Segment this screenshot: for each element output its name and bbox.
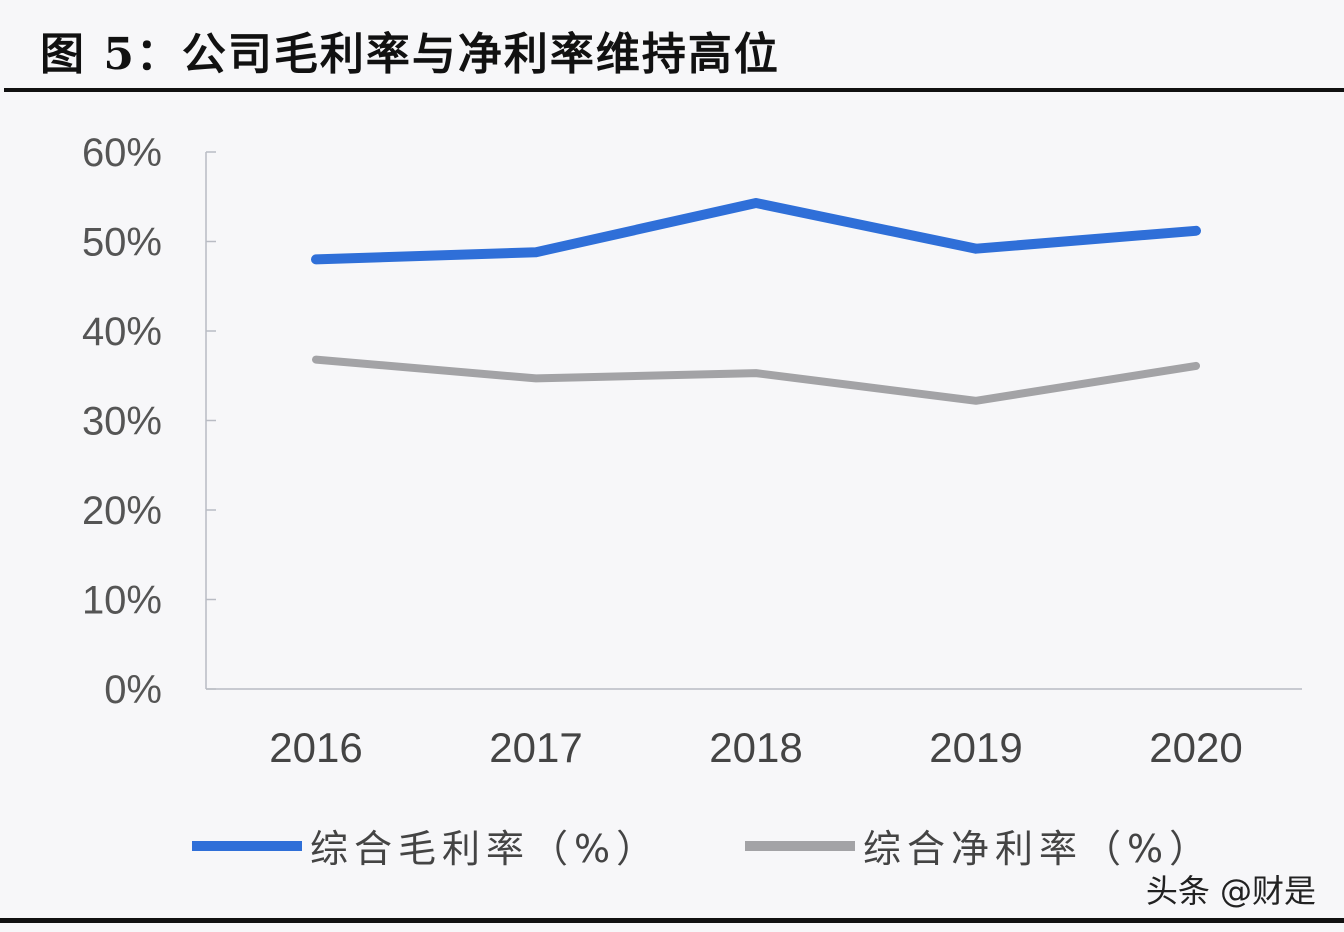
series-lines (311, 198, 1201, 405)
legend-item-gross-margin: 综合毛利率（%） (192, 818, 660, 873)
x-tick-label: 2016 (269, 724, 362, 771)
legend: 综合毛利率（%） 综合净利率（%） (192, 818, 1292, 878)
y-tick-label: 30% (82, 400, 162, 444)
top-divider (4, 88, 1344, 92)
y-tick-label: 20% (82, 489, 162, 533)
y-tick-label: 10% (82, 579, 162, 623)
chart-title: 图 5：公司毛利率与净利率维持高位 (40, 29, 780, 80)
x-tick-label: 2017 (489, 724, 582, 771)
x-tick-label: 2018 (709, 724, 802, 771)
y-axis: 0% 10% 20% 30% 40% 50% 60% (82, 131, 216, 712)
legend-item-net-margin: 综合净利率（%） (745, 818, 1213, 873)
bottom-divider (0, 918, 1344, 923)
gross-margin-line (311, 198, 1201, 265)
x-axis: 2016 2017 2018 2019 2020 (206, 688, 1302, 771)
legend-label: 综合净利率（%） (863, 827, 1214, 871)
y-tick-label: 50% (82, 221, 162, 265)
x-tick-label: 2020 (1149, 724, 1242, 771)
legend-swatch-gray (745, 840, 855, 851)
y-tick-label: 40% (82, 310, 162, 354)
x-tick-label: 2019 (929, 724, 1022, 771)
y-tick-label: 60% (82, 131, 162, 175)
watermark: 头条 @财是 (1145, 872, 1316, 910)
net-margin-line (312, 355, 1200, 405)
legend-swatch-blue (192, 840, 302, 851)
y-tick-label: 0% (104, 668, 162, 712)
legend-label: 综合毛利率（%） (310, 827, 661, 871)
